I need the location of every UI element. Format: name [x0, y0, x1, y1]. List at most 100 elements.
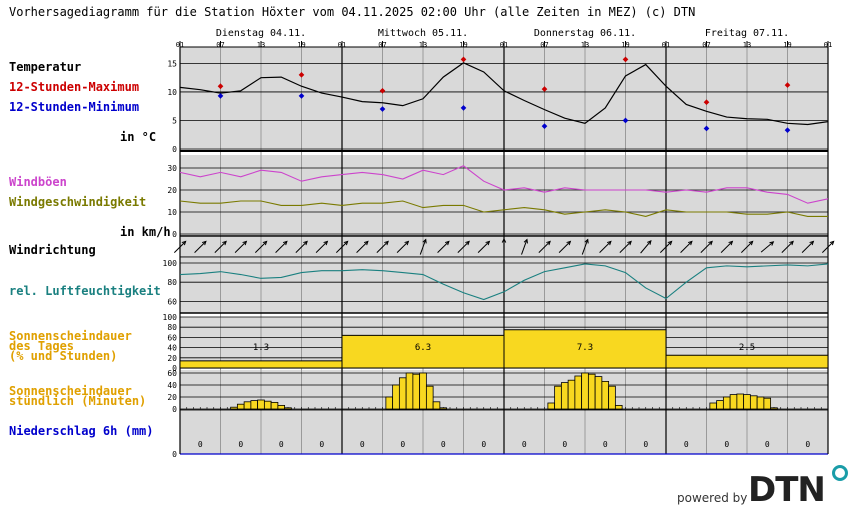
- gust-line: [179, 165, 829, 204]
- wind-direction-arrow: [194, 240, 207, 254]
- hourly-sunshine-bar: [270, 401, 279, 410]
- hourly-sunshine-bar: [749, 395, 758, 410]
- temp-tick-label: 10: [167, 88, 177, 97]
- daily-sunshine-hours-label: 1.3: [253, 343, 269, 353]
- wind-direction-arrow: [659, 240, 673, 254]
- sun-day-label-3: (% und Stunden): [9, 349, 118, 363]
- sun-day-label-1: Sonnenscheindauer: [9, 329, 132, 343]
- wind-direction-arrowhead: [222, 240, 227, 246]
- wind-direction-arrow: [720, 240, 733, 254]
- precip-value-label: 0: [562, 440, 567, 449]
- precip-value-label: 0: [724, 440, 729, 449]
- wind-direction-arrowhead: [708, 240, 713, 246]
- hourly-sunshine-bar: [236, 403, 245, 410]
- temp-label: Temperatur: [9, 60, 82, 74]
- hourly-sunshine-bar: [439, 407, 448, 410]
- day-label: Dienstag 04.11.: [216, 28, 306, 39]
- hourly-sunshine-bar: [770, 407, 778, 410]
- sun-hour-label-1: Sonnenscheindauer: [9, 384, 132, 398]
- wind-direction-arrow: [821, 240, 835, 254]
- daily-sunshine-bar: [503, 329, 667, 369]
- hourly-sunshine-bar: [756, 396, 765, 410]
- wind-tick-label: 30: [167, 164, 177, 173]
- hour-tick-label: 19: [459, 41, 467, 49]
- wind-direction-arrow: [538, 240, 551, 254]
- temp-tick-label: 5: [172, 116, 177, 125]
- humidity-tick-label: 60: [167, 297, 177, 306]
- day-label: Donnerstag 06.11.: [534, 28, 636, 39]
- wind-direction-arrowhead: [242, 240, 248, 246]
- hourly-sunshine-bar: [412, 373, 421, 410]
- sun-hour-tick-label: 40: [167, 381, 177, 390]
- wind-direction-arrowhead: [201, 240, 207, 246]
- sun-hour-tick-label: 0: [172, 405, 177, 414]
- wind-direction-arrowhead: [501, 237, 507, 243]
- precip-value-label: 0: [279, 440, 284, 449]
- wind-direction-arrowhead: [584, 238, 589, 244]
- humidity-tick-label: 80: [167, 278, 177, 287]
- hourly-sunshine-bar: [729, 394, 738, 410]
- precip-value-label: 0: [198, 440, 203, 449]
- wind-direction-arrow: [619, 240, 632, 254]
- wind-tick-label: 20: [167, 186, 177, 195]
- tmin-point: [217, 93, 224, 99]
- hourly-sunshine-bar: [716, 400, 724, 410]
- wind-direction-arrow: [295, 240, 308, 254]
- precip-value-label: 0: [643, 440, 648, 449]
- wind-direction-arrowhead: [323, 240, 329, 246]
- hour-tick-label: 07: [702, 41, 710, 49]
- hourly-sunshine-bar: [567, 379, 576, 410]
- wind-direction-arrowhead: [789, 240, 794, 246]
- hourly-sunshine-bar: [243, 401, 252, 410]
- sun-day-tick-label: 80: [167, 323, 177, 332]
- wind-direction-arrow: [457, 240, 470, 254]
- precip-value-label: 0: [522, 440, 527, 449]
- chart-title: Vorhersagediagramm für die Station Höxte…: [9, 5, 696, 19]
- wind-direction-arrowhead: [303, 240, 308, 246]
- wind-direction-arrow: [356, 240, 369, 254]
- wind-label: Windgeschwindigkeit: [9, 195, 147, 209]
- day-label: Freitag 07.11.: [705, 28, 789, 39]
- temp-unit-label: in °C: [120, 130, 157, 144]
- hourly-sunshine-bar: [419, 372, 427, 410]
- hourly-sunshine-bar: [763, 397, 772, 410]
- hourly-sunshine-bar: [230, 406, 238, 410]
- hourly-sunshine-bar: [432, 401, 441, 410]
- wind-direction-arrowhead: [485, 240, 491, 246]
- daily-sunshine-bar: [179, 360, 343, 369]
- precip-value-label: 0: [441, 440, 446, 449]
- gust-label: Windböen: [9, 175, 67, 189]
- hourly-sunshine-bar: [263, 400, 272, 410]
- temp-tick-label: 0: [172, 145, 177, 154]
- hour-tick-label: 19: [297, 41, 305, 49]
- hourly-sunshine-bar: [257, 399, 265, 410]
- wind-direction-arrow: [477, 240, 490, 254]
- hourly-sunshine-bar: [284, 407, 292, 410]
- wind-direction-arrow: [740, 240, 754, 254]
- sun-hour-tick-label: 60: [167, 369, 177, 378]
- wind-direction-arrowhead: [667, 240, 673, 246]
- humidity-tick-label: 100: [163, 259, 178, 268]
- hour-tick-label: 07: [540, 41, 548, 49]
- wind-direction-arrowhead: [728, 240, 734, 246]
- sun-hour-label-2: stündlich (Minuten): [9, 394, 147, 408]
- wind-unit-label: in km/h: [120, 225, 171, 239]
- wind-direction-arrowhead: [809, 240, 815, 246]
- wind-direction-arrowhead: [384, 240, 389, 246]
- wind-direction-arrowhead: [647, 240, 652, 245]
- wind-direction-arrowhead: [829, 240, 835, 246]
- precip-value-label: 0: [805, 440, 810, 449]
- wind-direction-arrow: [335, 240, 349, 254]
- tmax-point: [784, 82, 791, 88]
- tmin-point: [784, 127, 791, 133]
- wind-direction-arrow: [214, 240, 227, 254]
- tmax-point: [541, 86, 548, 92]
- hourly-sunshine-bar: [614, 404, 623, 410]
- hourly-sunshine-bar: [385, 396, 394, 410]
- precip-value-label: 0: [400, 440, 405, 449]
- hourly-sunshine-bar: [608, 385, 616, 410]
- dtn-logo: DTN: [748, 470, 826, 510]
- hourly-sunshine-bar: [574, 375, 583, 410]
- precip-tick-label: 0: [172, 450, 177, 459]
- hour-tick-label: 01: [176, 41, 184, 49]
